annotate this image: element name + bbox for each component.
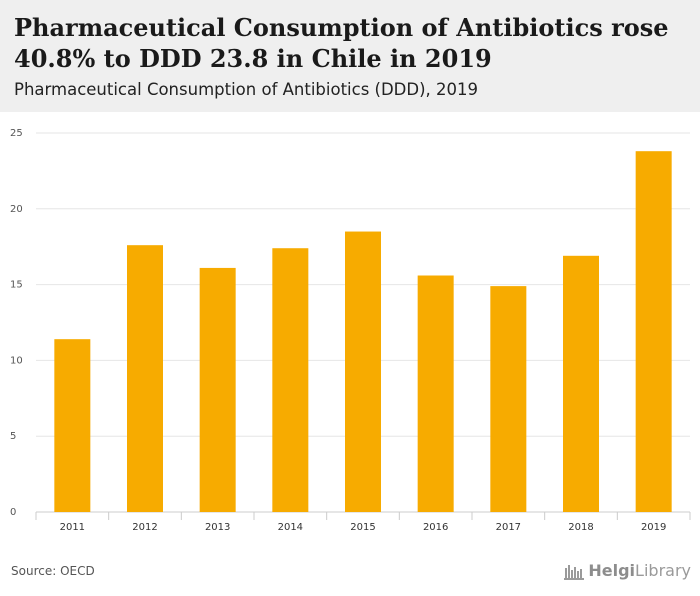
logo-text-rest: Library [635,561,691,580]
x-tick-label: 2013 [205,522,230,533]
y-tick-label: 0 [10,507,16,518]
y-tick-label: 20 [10,204,23,215]
bar-2019[interactable] [635,151,672,512]
y-tick-label: 10 [10,355,23,366]
source-note: Source: OECD [11,564,95,578]
chart-subtitle: Pharmaceutical Consumption of Antibiotic… [14,80,479,99]
x-tick-label: 2011 [60,522,85,533]
bar-chart: 0 5 10 15 20 25 2011 2012 2013 2014 2015 2016 2017 20… [10,128,691,533]
x-tick-label: 2019 [641,522,666,533]
logo-text-bold: Helgi [588,561,636,580]
y-tick-label: 25 [10,128,23,139]
helgi-library-logo[interactable]: HelgiLibrary [564,561,691,580]
x-tick-label: 2012 [132,522,157,533]
bar-2018[interactable] [563,255,599,512]
y-tick-label: 15 [10,280,23,291]
bar-2016[interactable] [417,275,454,512]
chart-header: Pharmaceutical Consumption of Antibiotic… [0,0,700,112]
factory-building-icon [564,564,585,580]
bar-2012[interactable] [127,245,163,512]
bar-2014[interactable] [272,248,309,512]
y-tick-label: 5 [10,431,16,442]
x-tick-label: 2017 [496,522,521,533]
bar-2017[interactable] [490,286,527,512]
bar-2013[interactable] [199,267,236,512]
x-tick-label: 2014 [278,522,303,533]
x-tick-label: 2015 [350,522,375,533]
chart-title: Pharmaceutical Consumption of Antibiotic… [14,13,669,73]
x-tick-label: 2016 [423,522,448,533]
bar-2011[interactable] [54,339,91,512]
bar-2015[interactable] [345,231,381,512]
x-tick-label: 2018 [568,522,593,533]
